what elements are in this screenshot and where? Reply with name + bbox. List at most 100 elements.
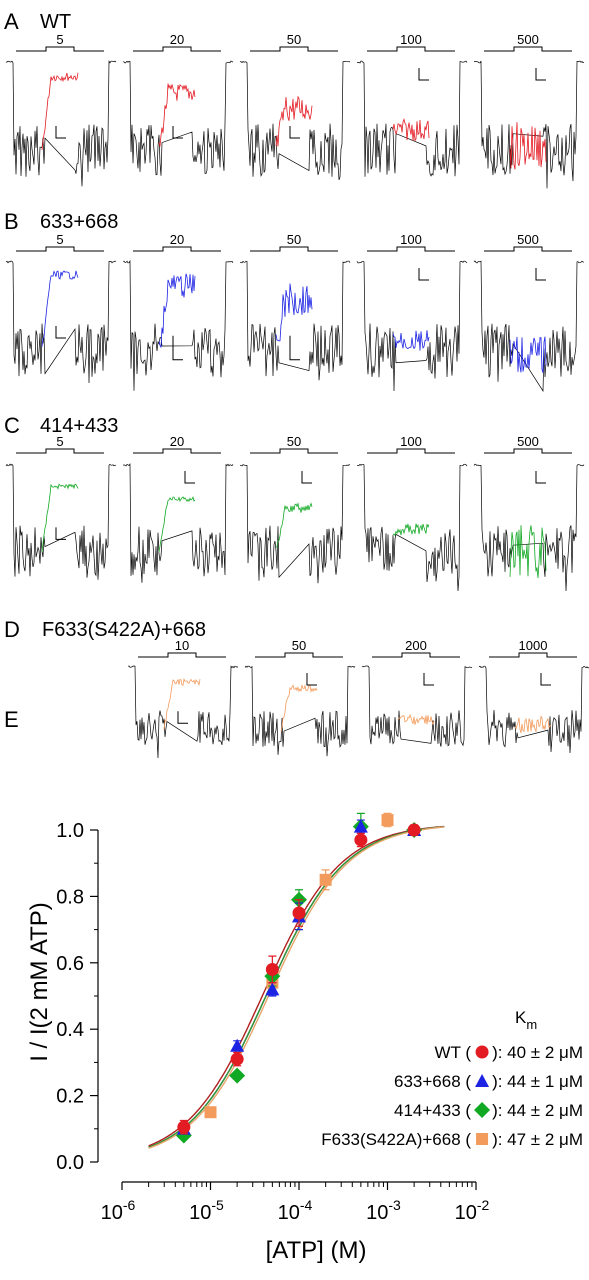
atp-response-trace xyxy=(158,273,196,348)
x-tick-label: 10-2 xyxy=(455,1197,490,1224)
atp-concentration-label: 500 xyxy=(517,232,539,247)
atp-concentration-label: 10 xyxy=(175,638,189,653)
trace-5: 5 xyxy=(5,434,117,580)
atp-application-bar xyxy=(138,652,226,658)
scale-bar xyxy=(172,335,183,361)
current-trace xyxy=(244,665,356,757)
fit-curve-2 xyxy=(148,826,445,1148)
legend-km-2: ): 44 ± 1 μM xyxy=(492,1072,583,1091)
atp-response-trace xyxy=(158,83,196,147)
atp-concentration-label: 5 xyxy=(56,434,63,449)
scale-bar xyxy=(177,711,188,724)
atp-concentration-label: 20 xyxy=(170,434,184,449)
atp-response-trace xyxy=(163,677,201,730)
atp-concentration-label: 50 xyxy=(287,434,301,449)
dose-response-chart: E 0.0 0.2 0.4 0.6 0.8 1.0 10-6 10-5 10-4 10-3 10-2… xyxy=(4,707,583,1264)
legend-marker xyxy=(475,1074,490,1087)
y-tick-label: 0.8 xyxy=(56,886,84,908)
trace-panel-a: A WT5 20 50 100 500 xyxy=(4,9,584,189)
atp-concentration-label: 5 xyxy=(56,32,63,47)
atp-application-bar xyxy=(484,448,572,454)
trace-20: 20 xyxy=(122,32,234,176)
current-trace xyxy=(239,60,351,181)
atp-application-bar xyxy=(133,448,221,454)
scale-bar xyxy=(418,68,429,81)
current-trace xyxy=(361,665,473,747)
atp-application-bar xyxy=(367,246,455,252)
atp-response-trace xyxy=(41,483,79,552)
atp-response-trace xyxy=(41,270,79,347)
atp-concentration-label: 500 xyxy=(517,32,539,47)
current-trace xyxy=(5,60,117,187)
trace-500: 500 xyxy=(473,32,584,189)
legend-km-4: ): 47 ± 2 μM xyxy=(492,1130,583,1149)
atp-concentration-label: 20 xyxy=(170,232,184,247)
data-point xyxy=(230,1052,244,1066)
current-trace xyxy=(356,260,468,392)
atp-concentration-label: 500 xyxy=(517,434,539,449)
data-point xyxy=(230,1038,245,1052)
atp-concentration-label: 50 xyxy=(287,232,301,247)
current-trace xyxy=(122,60,234,176)
fit-curve-4 xyxy=(148,826,445,1149)
trace-50: 50 xyxy=(239,434,351,584)
scale-bar xyxy=(301,471,312,484)
scale-bar xyxy=(289,335,300,361)
atp-response-trace xyxy=(397,713,435,726)
fit-curves xyxy=(148,825,445,1149)
atp-response-trace xyxy=(509,336,547,373)
legend-marker xyxy=(474,1102,491,1118)
atp-response-trace xyxy=(392,117,430,142)
current-trace xyxy=(239,464,351,584)
atp-application-bar xyxy=(16,448,104,454)
atp-concentration-label: 20 xyxy=(170,32,184,47)
atp-response-trace xyxy=(275,283,313,342)
trace-5: 5 xyxy=(5,32,117,187)
chart-axes: 0.0 0.2 0.4 0.6 0.8 1.0 10-6 10-5 10-4 10-3 10-2 xyxy=(56,820,489,1224)
atp-response-trace xyxy=(275,502,313,548)
atp-response-trace xyxy=(280,684,318,732)
atp-response-trace xyxy=(392,523,430,537)
atp-response-trace xyxy=(392,330,430,351)
atp-concentration-label: 5 xyxy=(56,232,63,247)
atp-concentration-label: 100 xyxy=(400,232,422,247)
current-trace xyxy=(5,260,117,384)
current-trace xyxy=(356,60,468,177)
current-trace xyxy=(127,665,239,759)
legend-title: Km xyxy=(515,1008,537,1032)
data-points xyxy=(175,812,423,1144)
legend-km-3: ): 44 ± 2 μM xyxy=(492,1101,583,1120)
atp-response-trace xyxy=(509,525,547,579)
atp-concentration-label: 50 xyxy=(287,32,301,47)
atp-application-bar xyxy=(250,46,338,52)
x-tick-label: 10-5 xyxy=(189,1197,224,1224)
scale-bar xyxy=(306,673,317,686)
scale-bar xyxy=(289,125,300,139)
panel-letter-e: E xyxy=(4,707,19,732)
legend-marker xyxy=(475,1045,489,1059)
legend-name-1: WT ( xyxy=(435,1043,472,1062)
x-tick-label: 10-4 xyxy=(278,1197,313,1224)
trace-1000: 1000 xyxy=(478,638,589,754)
current-trace xyxy=(473,463,585,592)
scale-bar xyxy=(540,673,551,686)
data-point xyxy=(177,1120,191,1134)
trace-20: 20 xyxy=(122,232,234,391)
atp-concentration-label: 100 xyxy=(400,32,422,47)
y-tick-label: 0.6 xyxy=(56,953,84,975)
trace-50: 50 xyxy=(244,638,356,757)
atp-application-bar xyxy=(133,246,221,252)
scale-bar xyxy=(55,125,66,139)
legend-km-1: ): 40 ± 2 μM xyxy=(492,1043,583,1062)
scale-bar xyxy=(423,673,434,686)
panel-letter: D xyxy=(4,617,20,642)
x-axis-title: [ATP] (M) xyxy=(266,1237,367,1264)
atp-application-bar xyxy=(250,246,338,252)
atp-application-bar xyxy=(489,652,577,658)
atp-application-bar xyxy=(484,246,572,252)
panel-label: F633(S422A)+668 xyxy=(42,619,206,641)
trace-500: 500 xyxy=(473,232,585,393)
data-point xyxy=(354,833,368,847)
